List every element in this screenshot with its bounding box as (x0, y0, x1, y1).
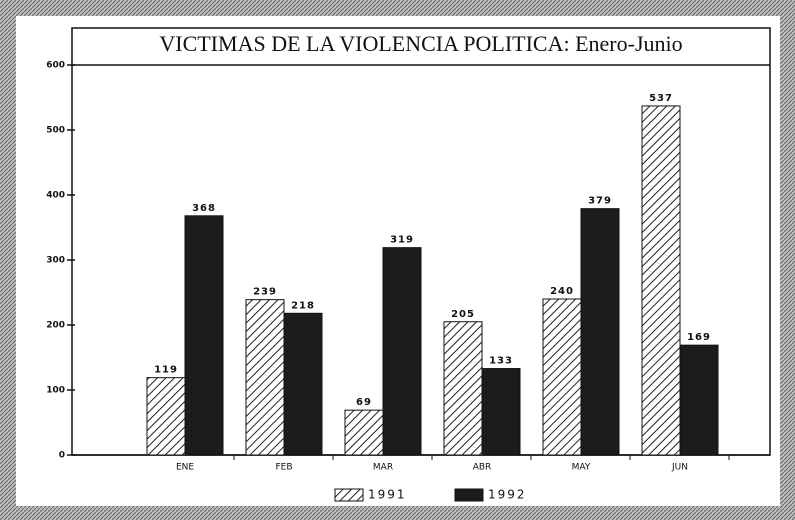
data-label: 119 (154, 365, 178, 376)
y-tick-label: 0 (59, 451, 65, 461)
x-tick-label: MAR (373, 463, 393, 473)
bar (245, 299, 285, 456)
y-tick-label: 300 (46, 256, 65, 266)
y-tick-label: 200 (46, 321, 65, 331)
bar (443, 321, 483, 456)
data-label: 169 (687, 332, 711, 343)
y-tick-label: 500 (46, 126, 65, 136)
y-tick-label: 100 (46, 386, 65, 396)
data-label: 205 (451, 309, 475, 320)
bar (146, 377, 186, 456)
legend-swatch (454, 488, 484, 502)
bar (580, 208, 620, 456)
bar (679, 344, 719, 456)
data-label: 133 (489, 356, 513, 367)
data-label: 69 (356, 397, 372, 408)
data-label: 218 (291, 300, 315, 311)
data-label: 239 (253, 287, 277, 298)
bar (641, 105, 681, 456)
bar (481, 368, 521, 456)
legend-label: 1991 (368, 488, 407, 502)
x-tick-label: FEB (275, 463, 292, 473)
chart-title: VICTIMAS DE LA VIOLENCIA POLITICA: Enero… (159, 31, 682, 56)
x-tick-label: ABR (473, 463, 492, 473)
bar (382, 247, 422, 456)
x-tick-label: MAY (572, 463, 591, 473)
bar (184, 215, 224, 456)
bar (542, 298, 582, 456)
data-label: 379 (588, 196, 612, 207)
x-tick-label: ENE (176, 463, 194, 473)
x-tick-label: JUN (671, 463, 688, 473)
y-tick-label: 400 (46, 191, 65, 201)
legend-swatch (334, 488, 364, 502)
data-label: 240 (550, 286, 574, 297)
data-label: 537 (649, 93, 673, 104)
data-label: 319 (390, 235, 414, 246)
data-label: 368 (192, 203, 216, 214)
legend-label: 1992 (488, 488, 527, 502)
bar (344, 409, 384, 456)
bar (283, 312, 323, 456)
y-tick-label: 600 (46, 61, 65, 71)
